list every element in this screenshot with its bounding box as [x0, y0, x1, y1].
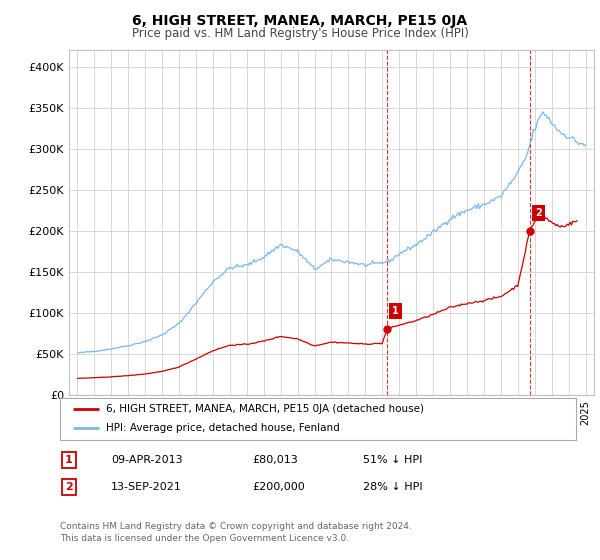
Text: 1: 1 — [65, 455, 73, 465]
Text: 09-APR-2013: 09-APR-2013 — [111, 455, 182, 465]
Text: 28% ↓ HPI: 28% ↓ HPI — [363, 482, 422, 492]
Text: 6, HIGH STREET, MANEA, MARCH, PE15 0JA: 6, HIGH STREET, MANEA, MARCH, PE15 0JA — [133, 14, 467, 28]
Text: 6, HIGH STREET, MANEA, MARCH, PE15 0JA (detached house): 6, HIGH STREET, MANEA, MARCH, PE15 0JA (… — [106, 404, 424, 414]
Text: 13-SEP-2021: 13-SEP-2021 — [111, 482, 182, 492]
Text: Contains HM Land Registry data © Crown copyright and database right 2024.
This d: Contains HM Land Registry data © Crown c… — [60, 522, 412, 543]
Text: 2: 2 — [65, 482, 73, 492]
Text: Price paid vs. HM Land Registry's House Price Index (HPI): Price paid vs. HM Land Registry's House … — [131, 27, 469, 40]
Text: 51% ↓ HPI: 51% ↓ HPI — [363, 455, 422, 465]
Text: £80,013: £80,013 — [252, 455, 298, 465]
Text: 1: 1 — [392, 306, 399, 316]
Text: 2: 2 — [535, 208, 542, 218]
Text: £200,000: £200,000 — [252, 482, 305, 492]
Text: HPI: Average price, detached house, Fenland: HPI: Average price, detached house, Fenl… — [106, 423, 340, 433]
